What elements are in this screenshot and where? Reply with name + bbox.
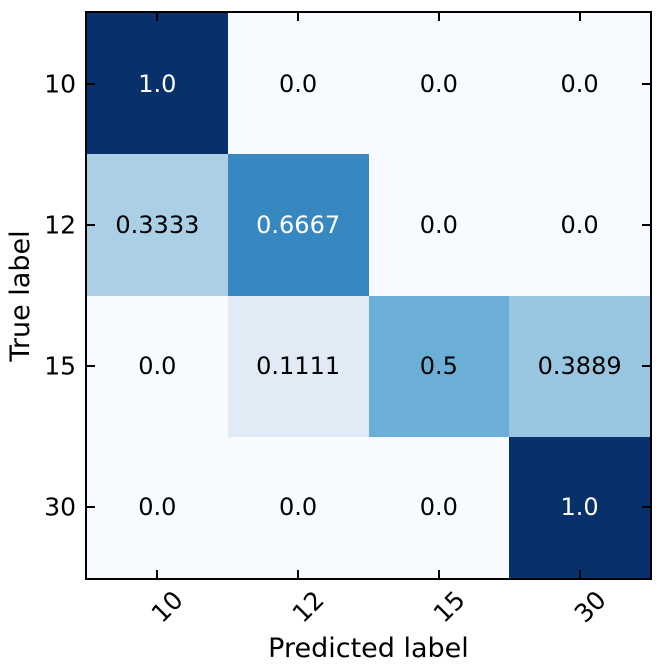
heatmap-cell-r1c1: 0.6667 [227,154,369,296]
tick-mark [642,365,650,368]
heatmap-cell-r3c0: 0.0 [87,436,228,578]
tick-mark [87,223,95,226]
tick-mark [578,570,581,578]
heatmap-cell-r3c1: 0.0 [227,436,369,578]
heatmap-cell-r3c2: 0.0 [368,436,510,578]
y-tick-label-12: 12 [44,210,76,240]
heatmap-cell-r0c2: 0.0 [368,13,510,155]
tick-mark [642,223,650,226]
tick-mark [578,13,581,21]
tick-mark [156,570,159,578]
heatmap-cell-r1c3: 0.0 [509,154,650,296]
tick-mark [87,506,95,509]
heatmap-cell-r0c3: 0.0 [509,13,650,155]
y-tick-label-10: 10 [44,69,76,99]
tick-mark [642,506,650,509]
heatmap-cell-r0c0: 1.0 [87,13,228,155]
x-axis-title: Predicted label [268,633,469,664]
tick-mark [437,570,440,578]
tick-mark [642,82,650,85]
tick-mark [87,82,95,85]
tick-mark [297,13,300,21]
tick-mark [87,365,95,368]
heatmap-cell-r3c3: 1.0 [509,436,650,578]
tick-mark [156,13,159,21]
tick-mark [437,13,440,21]
heatmap-cell-r2c0: 0.0 [87,295,228,437]
heatmap-cell-r1c2: 0.0 [368,154,510,296]
heatmap-cell-r2c3: 0.3889 [509,295,650,437]
heatmap-plot-area: 1.0 0.0 0.0 0.0 0.3333 0.6667 0.0 0.0 0.0 0.1111 0… [85,11,652,580]
heatmap-cell-r2c2: 0.5 [368,295,510,437]
y-tick-label-30: 30 [44,492,76,522]
heatmap-cell-r0c1: 0.0 [227,13,369,155]
heatmap-cell-r1c0: 0.3333 [87,154,228,296]
heatmap-cell-r2c1: 0.1111 [227,295,369,437]
y-tick-label-15: 15 [44,351,76,381]
tick-mark [297,570,300,578]
